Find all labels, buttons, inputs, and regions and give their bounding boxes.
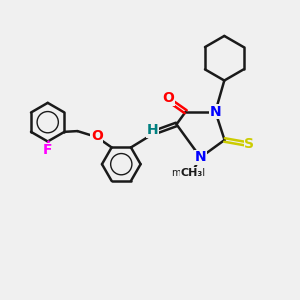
Text: N: N <box>210 105 221 119</box>
Text: S: S <box>244 137 254 151</box>
Text: H: H <box>147 123 158 137</box>
Text: O: O <box>91 129 103 142</box>
Text: N: N <box>195 150 206 164</box>
Text: O: O <box>163 91 175 105</box>
Text: methyl: methyl <box>172 168 206 178</box>
Text: F: F <box>43 143 52 158</box>
Text: CH₃: CH₃ <box>181 168 203 178</box>
